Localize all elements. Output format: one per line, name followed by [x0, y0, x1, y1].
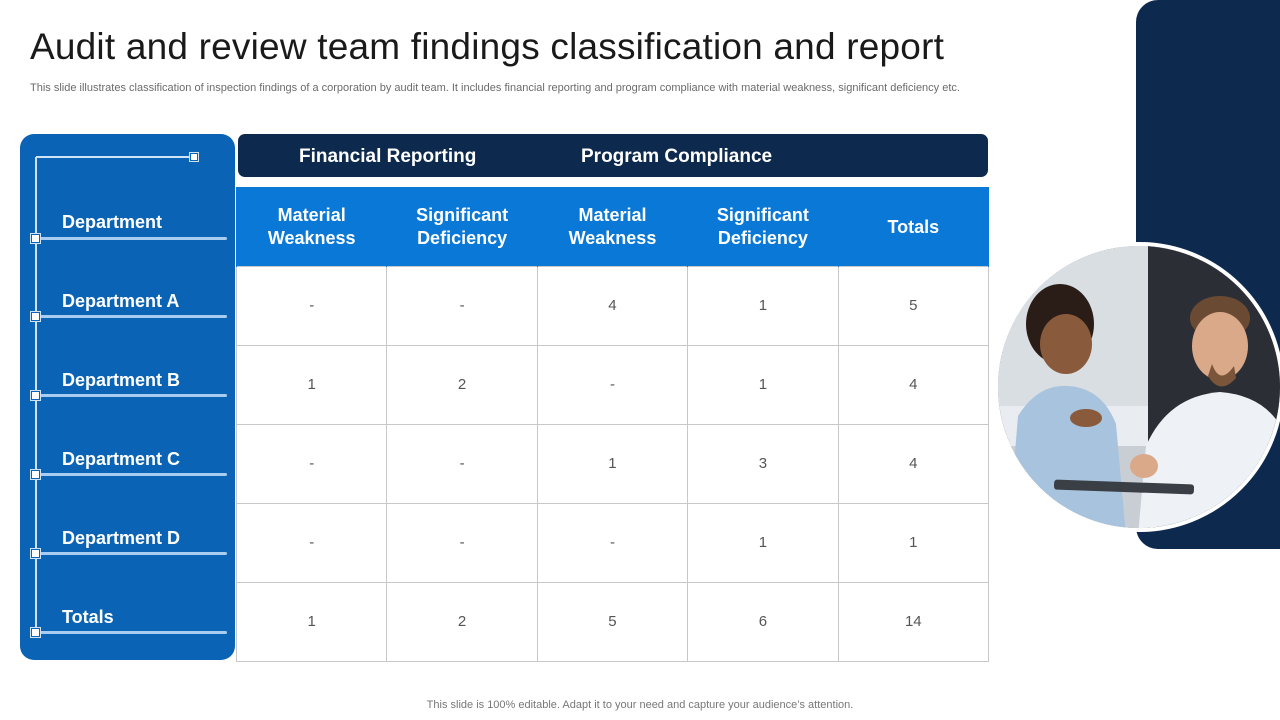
table-row: - - 4 1 5 [235, 265, 990, 346]
column-header-material-weakness: Material Weakness [536, 187, 689, 266]
sidebar-item-underline [37, 473, 227, 476]
sidebar-item-node [30, 469, 41, 480]
table-cell: 1 [235, 344, 388, 425]
sidebar-item-underline [37, 631, 227, 634]
table-cell: - [235, 502, 388, 583]
table-row: - - 1 3 4 [235, 423, 990, 504]
sidebar-item-node [30, 233, 41, 244]
sidebar-item-department-b: Department B [20, 340, 235, 419]
column-header-material-weakness: Material Weakness [235, 187, 388, 266]
sidebar-item-label: Department A [62, 291, 180, 311]
header-line: Deficiency [417, 228, 508, 249]
header-line: Totals [887, 216, 940, 237]
table-cell: 14 [837, 581, 990, 662]
table-cell: 5 [536, 581, 689, 662]
table-cell: 1 [687, 265, 839, 346]
table-cell: 1 [687, 344, 839, 425]
header-line: Deficiency [717, 228, 808, 249]
table-row: 1 2 5 6 14 [235, 581, 990, 662]
sidebar-top-node [189, 152, 199, 162]
table-cell: 1 [536, 423, 689, 504]
sidebar-item-label: Department B [62, 370, 181, 390]
table-cell: 2 [386, 344, 538, 425]
sidebar-item-underline [37, 315, 227, 318]
table-cell: 1 [235, 581, 388, 662]
sidebar-item-underline [37, 552, 227, 555]
header-line: Material [277, 205, 346, 226]
header-line: Weakness [568, 228, 657, 249]
category-header-bar: Financial Reporting Program Compliance [238, 134, 988, 177]
sidebar-item-label: Department D [62, 528, 181, 548]
sidebar-item-underline [37, 237, 227, 240]
table-cell: - [386, 423, 538, 504]
page-title: Audit and review team findings classific… [30, 26, 945, 67]
financial-reporting-label: Financial Reporting [299, 146, 477, 167]
sidebar-item-department: Department [20, 182, 235, 261]
column-header-significant-deficiency: Significant Deficiency [687, 187, 839, 266]
table-cell: 1 [687, 502, 839, 583]
sidebar-item-node [30, 390, 41, 401]
table-cell: 5 [837, 265, 990, 346]
table-cell: - [235, 423, 388, 504]
table-cell: - [536, 344, 689, 425]
department-sidebar: Department Department A Department B Dep… [20, 134, 235, 660]
table-row: - - - 1 1 [235, 502, 990, 583]
sidebar-item-underline [37, 394, 227, 397]
table-cell: - [386, 265, 538, 346]
sidebar-item-label: Department C [62, 449, 181, 469]
header-line: Weakness [267, 228, 356, 249]
team-photo-illustration [998, 246, 1280, 528]
sidebar-item-department-a: Department A [20, 261, 235, 340]
sidebar-item-label: Department [62, 212, 163, 232]
table-cell: 3 [687, 423, 839, 504]
header-line: Significant [716, 205, 809, 226]
sidebar-top-line [36, 156, 194, 158]
page-subtitle: This slide illustrates classification of… [30, 82, 960, 94]
header-line: Material [578, 205, 647, 226]
table-cell: - [235, 265, 388, 346]
column-header-significant-deficiency: Significant Deficiency [386, 187, 538, 266]
sidebar-item-department-c: Department C [20, 419, 235, 498]
team-photo [994, 242, 1280, 532]
table-cell: - [536, 502, 689, 583]
column-header-totals: Totals [837, 187, 990, 266]
sidebar-item-totals: Totals [20, 577, 235, 656]
table-cell: 2 [386, 581, 538, 662]
table-row: 1 2 - 1 4 [235, 344, 990, 425]
footer-note: This slide is 100% editable. Adapt it to… [426, 699, 854, 711]
table-cell: 6 [687, 581, 839, 662]
sidebar-item-node [30, 548, 41, 559]
sidebar-item-department-d: Department D [20, 498, 235, 577]
sidebar-item-node [30, 311, 41, 322]
table-cell: 4 [837, 344, 990, 425]
program-compliance-label: Program Compliance [581, 146, 773, 167]
table-header-row: Material Weakness Significant Deficiency… [235, 187, 990, 266]
table-cell: 4 [837, 423, 990, 504]
table-cell: 1 [837, 502, 990, 583]
sidebar-item-label: Totals [62, 607, 114, 627]
table-cell: 4 [536, 265, 689, 346]
table-cell: - [386, 502, 538, 583]
header-line: Significant [416, 205, 509, 226]
findings-table: Material Weakness Significant Deficiency… [235, 187, 990, 662]
sidebar-item-node [30, 627, 41, 638]
